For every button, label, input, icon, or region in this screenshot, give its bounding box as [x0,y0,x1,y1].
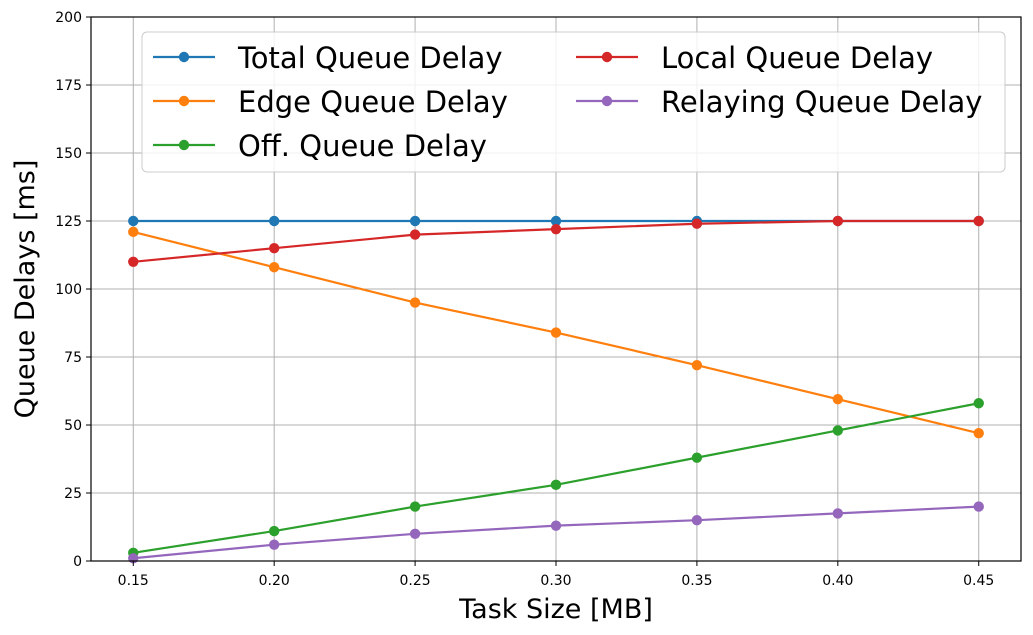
data-point [128,226,139,238]
legend-item: Edge Queue Delay [153,85,508,119]
y-tick-label: 0 [73,554,82,570]
data-point [550,520,562,531]
x-tick-label: 0.35 [681,573,712,589]
data-point [973,215,984,227]
data-point [973,501,984,512]
legend-marker [178,51,190,63]
series-4 [128,501,984,564]
legend-item: Relaying Queue Delay [576,85,982,119]
legend-item: Total Queue Delay [153,41,503,75]
legend-item: Off. Queue Delay [153,129,487,163]
legend-label: Total Queue Delay [237,41,503,75]
y-tick-label: 125 [55,214,82,230]
data-point [550,327,562,338]
data-point [973,427,984,439]
x-tick-label: 0.20 [259,573,290,589]
legend-box [141,31,1006,173]
data-point [409,501,421,512]
series-3 [128,215,984,267]
legend-label: Relaying Queue Delay [661,85,982,119]
data-point [409,215,421,227]
legend-marker [601,51,613,63]
data-point [832,215,844,227]
data-point [268,243,280,254]
data-point [973,398,984,409]
legend-label: Edge Queue Delay [238,85,508,119]
legend-item: Local Queue Delay [576,41,933,75]
data-point [832,508,844,519]
data-point [409,229,421,240]
y-tick-label: 100 [55,282,82,298]
data-point [409,528,421,539]
data-point [550,223,562,235]
data-point [268,525,280,537]
y-tick-label: 50 [64,418,82,434]
data-point [128,215,139,227]
y-tick-label: 150 [55,146,82,162]
y-tick-label: 200 [55,10,82,26]
data-point [268,262,280,273]
data-point [409,297,421,308]
y-axis-title: Queue Delays [ms] [10,160,41,419]
data-point [691,359,703,371]
data-point [268,215,280,227]
data-point [832,393,844,405]
y-tick-label: 25 [64,486,82,502]
axis-ticks: 0.15 0.20 0.25 0.30 0.35 0.40 0.45 0 25 50 75 100 12… [55,10,994,589]
series-lines [128,215,984,564]
y-tick-label: 175 [55,78,82,94]
data-point [268,539,280,550]
y-tick-label: 75 [64,350,82,366]
data-point [550,215,562,227]
data-point [128,256,139,267]
legend: Total Queue Delay Edge Queue Delay Off. Qu… [141,31,1006,173]
x-tick-label: 0.40 [822,573,853,589]
legend-marker [178,95,190,107]
x-tick-label: 0.45 [963,573,994,589]
x-tick-label: 0.30 [540,573,571,589]
legend-marker [178,139,190,151]
x-axis-title: Task Size [MB] [458,594,653,625]
data-point [550,479,562,491]
data-point [691,218,703,229]
x-tick-label: 0.15 [118,573,149,589]
legend-marker [601,95,613,107]
legend-label: Local Queue Delay [661,41,933,75]
data-point [691,452,703,463]
data-point [832,425,844,436]
x-tick-label: 0.25 [400,573,431,589]
series-1 [128,226,984,439]
legend-label: Off. Queue Delay [238,129,487,163]
data-point [691,515,703,526]
